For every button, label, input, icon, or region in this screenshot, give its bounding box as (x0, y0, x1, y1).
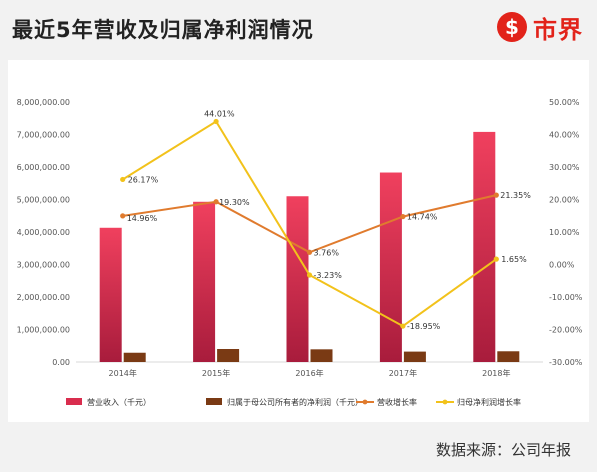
profit-growth-point (306, 272, 313, 278)
profit-growth-data-label: 26.17% (128, 175, 159, 184)
left-tick-label: 2,000,000.00 (17, 293, 70, 302)
profit-growth-point (400, 323, 406, 329)
header: 最近5年营收及归属净利润情况 $ 市界 (0, 0, 597, 56)
revenue-growth-data-label: 21.35% (500, 191, 531, 200)
right-tick-label: 0.00% (549, 261, 575, 270)
legend-revenue-growth-swatch-dot (362, 399, 368, 405)
revenue-growth-point (120, 213, 126, 219)
left-tick-label: 3,000,000.00 (17, 261, 70, 270)
profit-growth-data-label: 1.65% (501, 255, 527, 264)
right-tick-label: 40.00% (549, 131, 580, 140)
legend-revenue-label: 营业收入（千元） (87, 397, 151, 407)
revenue-growth-point (213, 199, 219, 205)
profit-growth-point (120, 176, 126, 183)
brand-logo: $ 市界 (497, 10, 583, 44)
category-label: 2015年 (202, 368, 230, 378)
net-profit-bar (217, 349, 240, 362)
right-tick-label: 10.00% (549, 228, 580, 237)
legend-revenue-swatch (66, 398, 82, 405)
right-tick-label: -10.00% (549, 293, 583, 302)
category-label: 2014年 (109, 368, 137, 378)
left-tick-label: 5,000,000.00 (17, 196, 70, 205)
revenue-growth-point (400, 213, 406, 220)
left-tick-label: 6,000,000.00 (17, 163, 70, 172)
legend-net-profit-label: 归属于母公司所有者的净利润（千元） (227, 397, 363, 407)
revenue-bar (473, 131, 496, 362)
left-tick-label: 8,000,000.00 (17, 98, 70, 107)
profit-growth-point (213, 118, 219, 125)
revenue-bar (379, 172, 402, 362)
revenue-growth-data-label: 14.74% (407, 213, 438, 222)
left-tick-label: 7,000,000.00 (17, 131, 70, 140)
legend-profit-growth-label: 归母净利润增长率 (457, 397, 521, 407)
right-tick-label: -20.00% (549, 326, 583, 335)
page-title: 最近5年营收及归属净利润情况 (12, 18, 314, 42)
legend-profit-growth-swatch-dot (442, 399, 448, 405)
revenue-growth-data-label: 3.76% (314, 248, 340, 257)
net-profit-bar (403, 351, 426, 362)
legend-net-profit-swatch (206, 398, 222, 405)
profit-growth-point (493, 256, 499, 262)
right-tick-label: -30.00% (549, 358, 583, 367)
left-tick-label: 1,000,000.00 (17, 326, 70, 335)
chart-card: 0.00 1,000,000.00 2,000,000.00 3,000,000.00… (8, 60, 589, 422)
category-label: 2016年 (295, 368, 323, 378)
left-tick-label: 4,000,000.00 (17, 228, 70, 237)
revenue-growth-point (306, 249, 313, 255)
net-profit-bar (310, 349, 333, 362)
revenue-bar (286, 196, 309, 362)
data-source: 数据来源：公司年报 (435, 441, 571, 459)
profit-growth-line (122, 120, 497, 328)
profit-growth-data-label: 44.01% (204, 109, 235, 118)
revenue-growth-point (493, 192, 499, 198)
profit-growth-data-label: -18.95% (407, 322, 441, 331)
combo-chart: 0.00 1,000,000.00 2,000,000.00 3,000,000.00… (17, 98, 583, 407)
revenue-growth-line (122, 194, 497, 254)
dollar-icon: $ (497, 12, 527, 42)
category-label: 2018年 (482, 368, 510, 378)
legend-revenue-growth-label: 营收增长率 (377, 397, 417, 407)
revenue-growth-data-label: 14.96% (127, 214, 158, 223)
revenue-growth-data-label: 19.30% (219, 198, 250, 207)
profit-growth-data-label: -3.23% (314, 271, 343, 280)
net-profit-bar (123, 352, 146, 362)
right-tick-label: 50.00% (549, 98, 580, 107)
revenue-bar (193, 201, 216, 362)
revenue-bar (99, 227, 122, 362)
left-tick-label: 0.00 (52, 358, 70, 367)
brand-name: 市界 (533, 15, 583, 44)
net-profit-bar (497, 351, 520, 362)
right-tick-label: 30.00% (549, 163, 580, 172)
category-label: 2017年 (389, 368, 417, 378)
right-tick-label: 20.00% (549, 196, 580, 205)
